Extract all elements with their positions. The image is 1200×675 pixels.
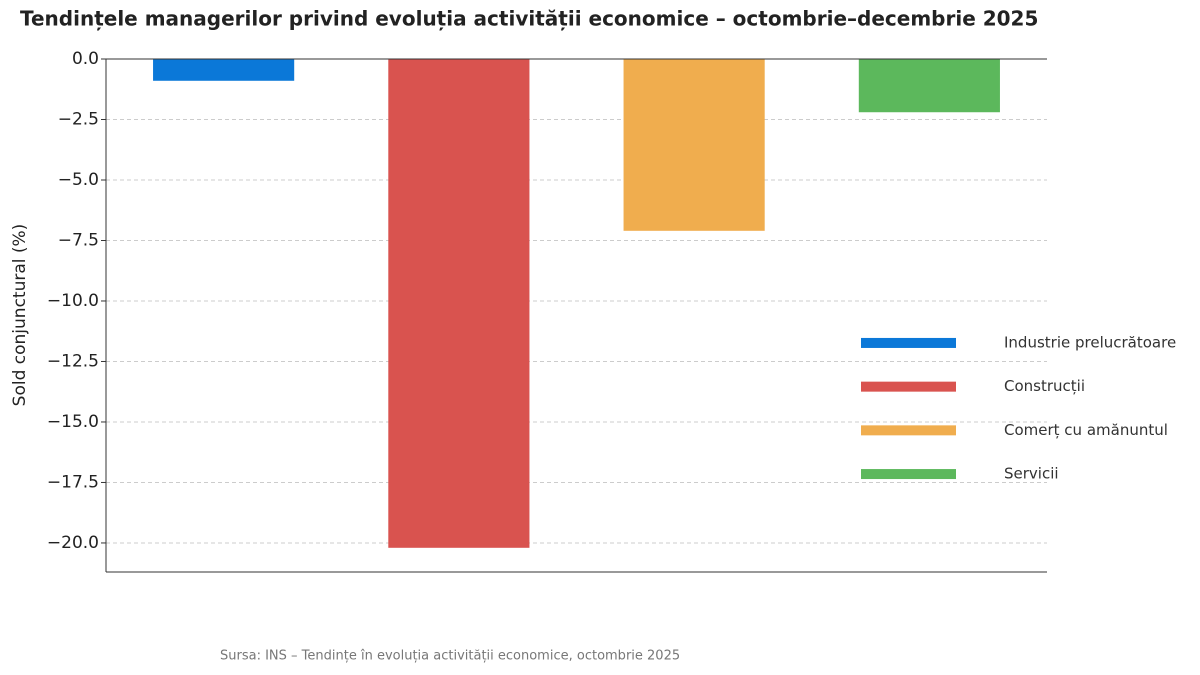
bar: [623, 59, 765, 231]
y-tick-label: −2.5: [58, 109, 99, 129]
y-tick-label: −7.5: [58, 230, 99, 250]
legend-swatch: [861, 381, 956, 392]
legend-label: Comerț cu amănuntul: [1004, 421, 1168, 439]
y-tick-label: −20.0: [47, 533, 99, 553]
y-tick-label: −5.0: [58, 170, 99, 190]
bar: [388, 59, 530, 548]
legend-label: Industrie prelucrătoare: [1004, 333, 1176, 351]
y-axis-label: Sold conjunctural (%): [10, 224, 30, 407]
legend-swatch: [861, 469, 956, 480]
y-tick-label: 0.0: [72, 49, 99, 69]
chart-title: Tendințele managerilor privind evoluția …: [20, 7, 1038, 31]
y-tick-label: −15.0: [47, 412, 99, 432]
legend-label: Servicii: [1004, 465, 1059, 483]
y-tick-label: −10.0: [47, 291, 99, 311]
y-tick-label: −12.5: [47, 351, 99, 371]
legend-swatch: [861, 425, 956, 436]
legend-label: Construcții: [1004, 377, 1085, 395]
legend-swatch: [861, 337, 956, 348]
source-note: Sursa: INS – Tendințe în evoluția activi…: [220, 649, 680, 664]
bar: [153, 59, 295, 81]
y-tick-label: −17.5: [47, 472, 99, 492]
bar: [858, 59, 1000, 113]
